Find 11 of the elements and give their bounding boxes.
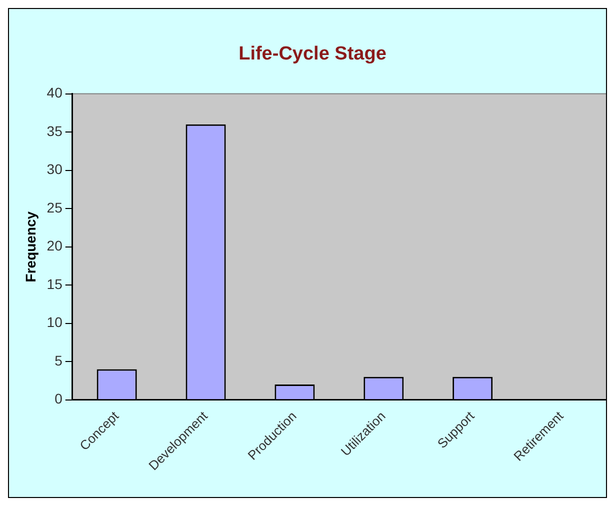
y-tick-label: 30 (46, 161, 63, 178)
y-tick-label: 10 (46, 314, 63, 330)
chart-title: Life-Cycle Stage (238, 44, 386, 65)
y-tick-label: 40 (46, 84, 63, 101)
y-tick-label: 35 (46, 122, 63, 139)
y-tick-label: 20 (46, 238, 63, 254)
y-tick-label: 5 (54, 352, 63, 368)
y-axis-title: Frequency (22, 211, 38, 282)
y-tick-label: 25 (46, 199, 63, 216)
y-tick-label: 15 (46, 276, 63, 292)
y-tick-label: 0 (54, 390, 63, 407)
